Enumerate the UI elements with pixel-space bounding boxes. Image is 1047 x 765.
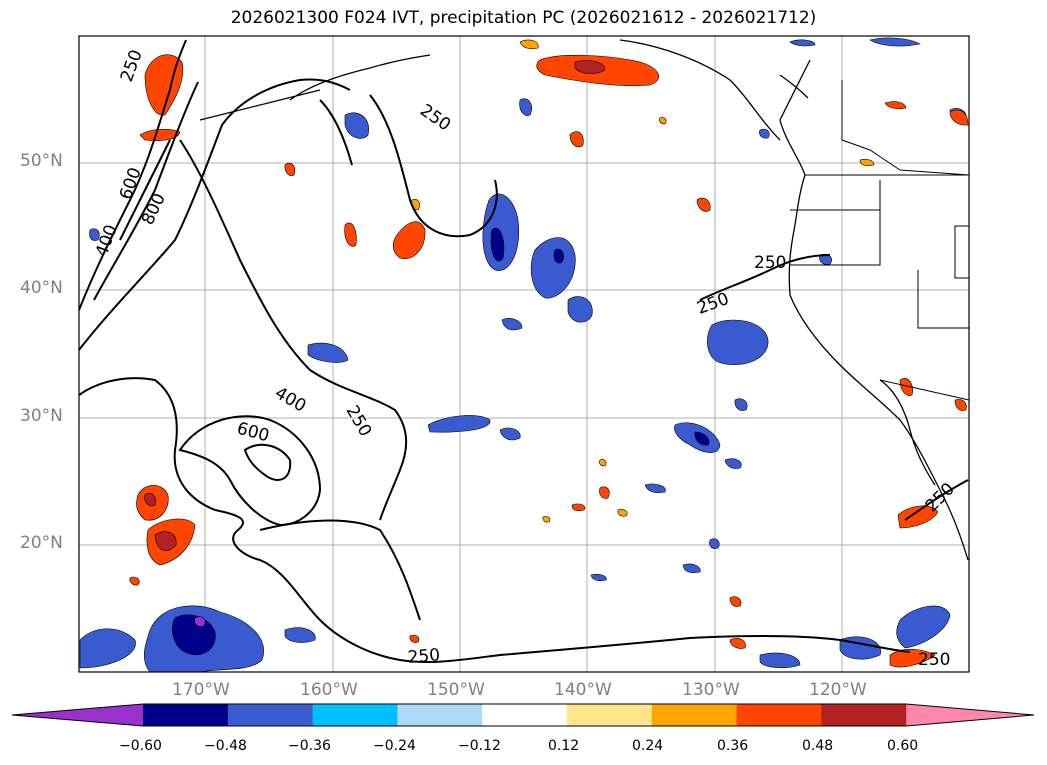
colorbar-segment (143, 704, 229, 726)
blob-pos-12 (284, 162, 295, 177)
blob-neg-2 (530, 237, 576, 299)
blob-pos-22 (409, 634, 420, 643)
contour-label: 250 (918, 650, 950, 670)
blob-pos-20 (954, 399, 967, 411)
map-border (78, 35, 970, 673)
blob-pos-9 (889, 648, 936, 668)
blob-pos-10 (899, 378, 913, 396)
colorbar-tick: −0.60 (119, 738, 162, 754)
blob-neg-south-6 (284, 627, 316, 643)
contour-labels: 250 250 250 250 250 250 250 400 400 600 … (92, 47, 959, 670)
blob-pos-23 (519, 39, 539, 50)
blob-neg-south-5 (759, 652, 801, 669)
blob-pos-11 (569, 131, 584, 148)
lat-label-30: 30°N (20, 406, 63, 426)
blob-neg-south-2 (79, 628, 136, 669)
blob-pos-15 (696, 197, 711, 212)
map-title: 2026021300 F024 IVT, precipitation PC (2… (230, 8, 817, 28)
colorbar-tick: 0.12 (548, 738, 580, 754)
lon-label-120w: 120°W (809, 680, 867, 700)
colorbar-segment (482, 704, 568, 726)
blob-neg-7 (307, 342, 349, 363)
colorbar-tick: 0.36 (717, 738, 749, 754)
blob-pos-18 (729, 596, 742, 607)
colorbar-segment (651, 704, 738, 726)
colorbar-outline (11, 703, 1035, 727)
colorbar-tick: 0.60 (887, 738, 919, 754)
colorbar-segment (312, 704, 398, 726)
lon-label-130w: 130°W (682, 680, 740, 700)
contour-label: 250 (754, 253, 786, 273)
blob-pos-17 (571, 503, 586, 512)
colorbar-tick: −0.36 (288, 738, 331, 754)
blob-neg-south-3 (896, 605, 951, 649)
blob-neg-4 (707, 319, 769, 366)
blob-pos-8 (897, 505, 939, 529)
lat-label-40: 40°N (20, 278, 63, 298)
positive-anomaly-areas (129, 39, 969, 668)
blob-neg-12 (789, 39, 816, 47)
blob-neg-11 (869, 37, 921, 47)
blob-pos-21 (129, 576, 140, 586)
blob-neg-5 (427, 415, 491, 433)
colorbar-segment (227, 704, 314, 726)
lat-label-20: 20°N (20, 533, 63, 553)
lon-label-150w: 150°W (427, 680, 485, 700)
blob-pos-2 (144, 54, 184, 116)
colorbar-tick: 0.48 (802, 738, 834, 754)
blob-pos-19 (599, 486, 610, 499)
map-plot-area (79, 36, 969, 672)
blob-pos-16 (729, 638, 746, 649)
blob-pos-4 (392, 221, 426, 260)
colorbar-tick: 0.24 (632, 738, 664, 754)
borders (790, 80, 970, 401)
ivt-contours (78, 39, 969, 664)
blob-pos-5 (344, 222, 357, 247)
colorbar (11, 703, 1035, 727)
lon-label-160w: 160°W (300, 680, 358, 700)
colorbar-tick: −0.12 (458, 738, 501, 754)
blob-pos-13 (884, 101, 907, 110)
colorbar-segment (397, 704, 483, 726)
colorbar-tick: −0.48 (204, 738, 247, 754)
contour-label: 250 (407, 645, 441, 668)
blob-neg-8 (344, 112, 369, 139)
blob-pos-14 (949, 109, 969, 126)
blob-neg-9 (519, 98, 532, 116)
colorbar-segment (567, 704, 653, 726)
colorbar-extend-max (906, 704, 1034, 726)
colorbar-extend-min (12, 704, 143, 726)
negative-anomaly-areas (79, 37, 967, 673)
colorbar-tick: −0.24 (373, 738, 416, 754)
colorbar-segment (821, 704, 907, 726)
colorbar-segment (736, 704, 822, 726)
lon-label-140w: 140°W (554, 680, 612, 700)
blob-neg-10 (499, 427, 521, 441)
coastlines (199, 39, 969, 561)
lon-label-170w: 170°W (172, 680, 230, 700)
lat-label-50: 50°N (20, 151, 63, 171)
blob-neg-3 (567, 296, 593, 323)
